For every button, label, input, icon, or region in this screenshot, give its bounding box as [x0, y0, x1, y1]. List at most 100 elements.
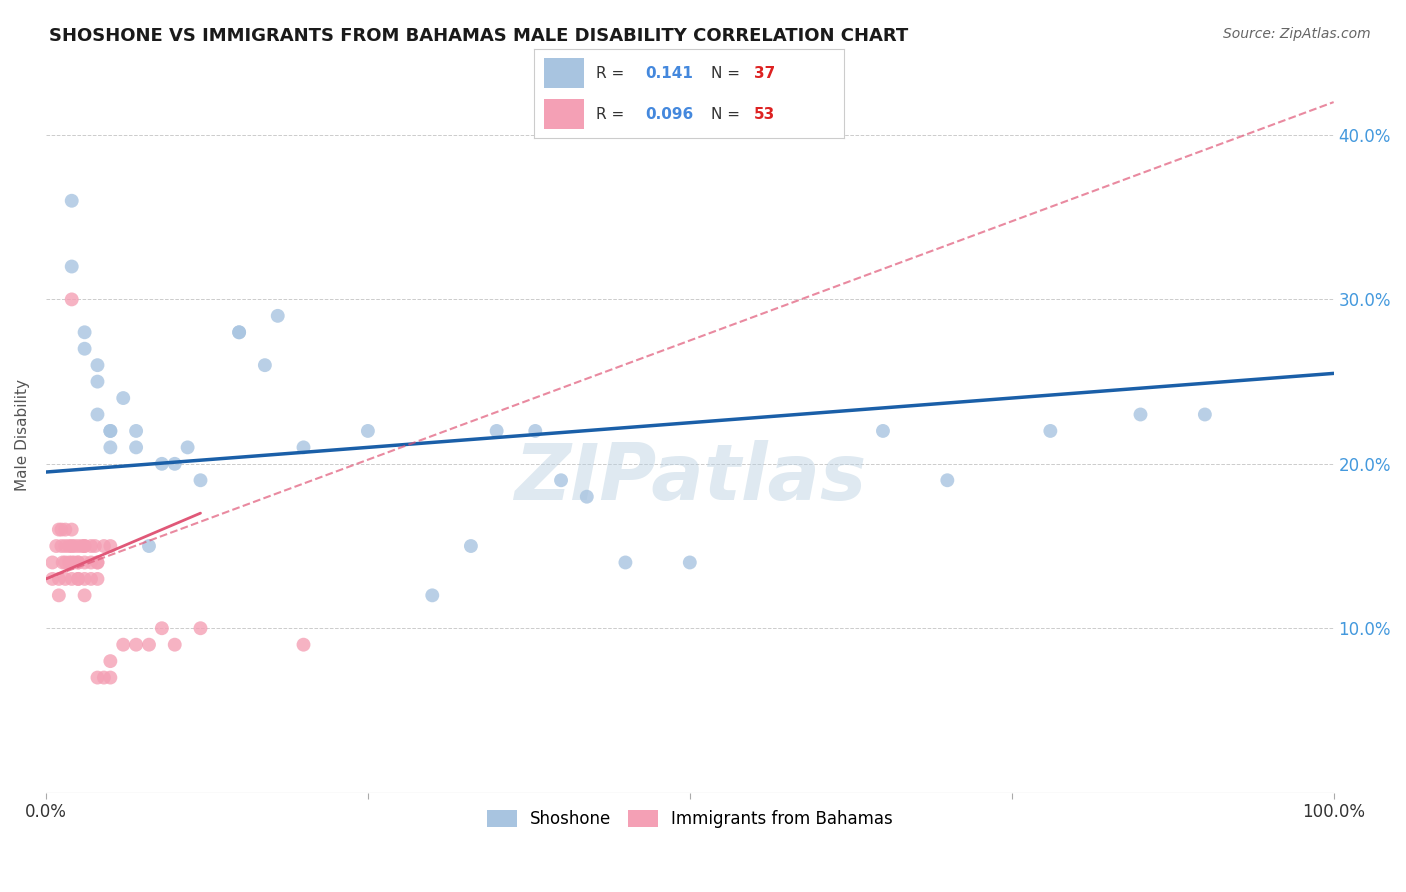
Point	[60, 293, 83, 307]
Point	[52, 556, 75, 570]
Point	[51, 539, 73, 553]
Point	[86, 556, 108, 570]
Point	[98, 654, 121, 668]
Y-axis label: Male Disability: Male Disability	[15, 379, 30, 491]
Point	[60, 572, 83, 586]
Point	[73, 556, 96, 570]
Text: 0.096: 0.096	[645, 107, 695, 121]
Point	[550, 473, 572, 487]
Point	[73, 572, 96, 586]
Point	[138, 539, 160, 553]
Point	[80, 556, 103, 570]
Point	[1039, 424, 1062, 438]
FancyBboxPatch shape	[544, 99, 583, 129]
Point	[292, 441, 315, 455]
Text: ZIPatlas: ZIPatlas	[513, 440, 866, 516]
Point	[228, 326, 250, 340]
Point	[98, 539, 121, 553]
Point	[936, 473, 959, 487]
Point	[60, 260, 83, 274]
Point	[60, 523, 83, 537]
Point	[48, 588, 70, 602]
Point	[80, 539, 103, 553]
Text: 37: 37	[754, 66, 775, 80]
Point	[86, 556, 108, 570]
Point	[63, 539, 86, 553]
Point	[73, 326, 96, 340]
Point	[53, 523, 76, 537]
Point	[86, 358, 108, 372]
Point	[163, 457, 186, 471]
Point	[73, 588, 96, 602]
Point	[51, 523, 73, 537]
Point	[86, 671, 108, 685]
Point	[98, 424, 121, 438]
Point	[150, 457, 173, 471]
Point	[67, 539, 90, 553]
Point	[67, 572, 90, 586]
Point	[98, 441, 121, 455]
Point	[60, 194, 83, 208]
Point	[53, 556, 76, 570]
Point	[575, 490, 598, 504]
Point	[48, 572, 70, 586]
Text: Source: ZipAtlas.com: Source: ZipAtlas.com	[1223, 27, 1371, 41]
Point	[98, 424, 121, 438]
Point	[70, 539, 93, 553]
Point	[45, 539, 67, 553]
Point	[60, 539, 83, 553]
Text: N =: N =	[710, 107, 740, 121]
Point	[872, 424, 894, 438]
Point	[98, 671, 121, 685]
Text: 0.141: 0.141	[645, 66, 693, 80]
Text: 53: 53	[754, 107, 775, 121]
FancyBboxPatch shape	[544, 58, 583, 88]
Point	[485, 424, 508, 438]
Point	[112, 391, 135, 405]
Point	[679, 556, 702, 570]
Point	[60, 556, 83, 570]
Legend: Shoshone, Immigrants from Bahamas: Shoshone, Immigrants from Bahamas	[479, 803, 900, 834]
Point	[357, 424, 380, 438]
Point	[53, 572, 76, 586]
Text: SHOSHONE VS IMMIGRANTS FROM BAHAMAS MALE DISABILITY CORRELATION CHART: SHOSHONE VS IMMIGRANTS FROM BAHAMAS MALE…	[49, 27, 908, 45]
Point	[1194, 408, 1216, 422]
Point	[73, 539, 96, 553]
Point	[614, 556, 637, 570]
Point	[80, 572, 103, 586]
Point	[86, 375, 108, 389]
Text: N =: N =	[710, 66, 740, 80]
Point	[83, 539, 105, 553]
Point	[41, 556, 63, 570]
Point	[58, 539, 80, 553]
Point	[125, 638, 148, 652]
Point	[63, 556, 86, 570]
Point	[48, 523, 70, 537]
Point	[190, 621, 212, 635]
Point	[176, 441, 198, 455]
Text: R =: R =	[596, 66, 624, 80]
Point	[138, 638, 160, 652]
Point	[125, 424, 148, 438]
Point	[67, 572, 90, 586]
Point	[53, 539, 76, 553]
Point	[150, 621, 173, 635]
Point	[73, 342, 96, 356]
Point	[460, 539, 482, 553]
Point	[163, 638, 186, 652]
Point	[41, 572, 63, 586]
Point	[86, 572, 108, 586]
Point	[67, 556, 90, 570]
Point	[1129, 408, 1152, 422]
Point	[93, 671, 115, 685]
Point	[292, 638, 315, 652]
Text: R =: R =	[596, 107, 624, 121]
Point	[420, 588, 443, 602]
Point	[524, 424, 547, 438]
Point	[125, 441, 148, 455]
Point	[86, 408, 108, 422]
Point	[93, 539, 115, 553]
Point	[58, 556, 80, 570]
Point	[73, 539, 96, 553]
Point	[112, 638, 135, 652]
